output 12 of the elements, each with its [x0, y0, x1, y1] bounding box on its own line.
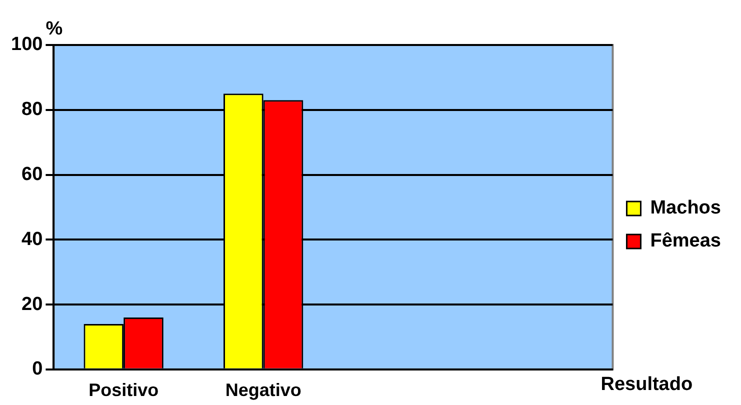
- y-tick-label: 0: [32, 358, 43, 380]
- y-tick-label: 100: [11, 34, 43, 56]
- y-tick-label: 60: [22, 164, 43, 185]
- y-tick-label: 20: [22, 294, 43, 315]
- y-tick-label: 40: [22, 228, 43, 250]
- y-axis-title: %: [46, 18, 63, 40]
- x-axis-title: Resultado: [600, 374, 693, 396]
- x-tick-label: Negativo: [225, 380, 302, 400]
- legend-label: Machos: [650, 198, 721, 219]
- x-tick-label: Positivo: [88, 380, 159, 400]
- legend-label: Fêmeas: [650, 230, 722, 252]
- y-tick-label: 80: [22, 99, 43, 120]
